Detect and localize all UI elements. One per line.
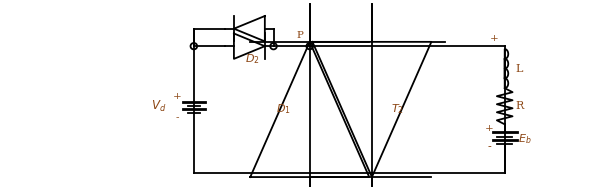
Text: $D_2$: $D_2$ <box>245 52 260 66</box>
Text: $E_b$: $E_b$ <box>518 133 532 146</box>
Text: $V_d$: $V_d$ <box>151 99 166 114</box>
Text: P: P <box>297 31 304 40</box>
Text: +: + <box>489 34 499 43</box>
Text: $D_1$: $D_1$ <box>276 102 290 116</box>
Text: R: R <box>515 101 524 111</box>
Text: +: + <box>485 124 494 133</box>
Text: L: L <box>515 64 523 74</box>
Text: -: - <box>488 142 491 152</box>
Text: -: - <box>175 113 178 122</box>
Text: +: + <box>172 92 182 101</box>
Text: $T_2$: $T_2$ <box>391 102 404 116</box>
